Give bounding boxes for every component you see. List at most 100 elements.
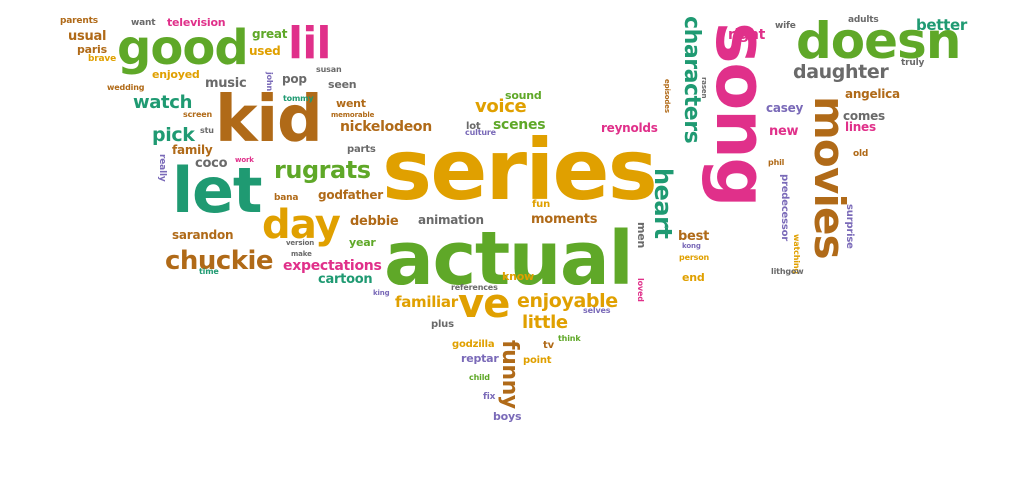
word-end: end	[682, 271, 705, 284]
word-really: really	[157, 154, 167, 182]
word-surprise: surprise	[844, 204, 855, 249]
word-child: child	[469, 373, 490, 382]
word-lines: lines	[845, 120, 876, 134]
word-stu: stu	[200, 126, 214, 135]
word-casey: casey	[766, 101, 804, 115]
word-day: day	[262, 202, 341, 248]
word-sarandon: sarandon	[172, 228, 234, 242]
word-bana: bana	[274, 193, 299, 203]
word-reynolds: reynolds	[601, 121, 658, 135]
word-boys: boys	[493, 410, 522, 423]
word-animation: animation	[418, 213, 484, 227]
word-lithgow: lithgow	[771, 267, 804, 276]
word-coco: coco	[195, 156, 228, 171]
word-parents: parents	[60, 16, 98, 26]
word-voice: voice	[475, 96, 527, 117]
word-actual: actual	[384, 216, 634, 302]
word-family: family	[172, 143, 213, 157]
word-funny: funny	[497, 340, 522, 409]
word-usual: usual	[68, 29, 107, 44]
word-best: best	[678, 229, 710, 244]
word-references: references	[451, 283, 498, 292]
word-loved: loved	[636, 278, 645, 302]
word-watch: watch	[133, 92, 193, 113]
word-fun: fun	[532, 199, 550, 210]
word-familiar: familiar	[395, 293, 458, 311]
word-parts: parts	[347, 144, 376, 155]
word-lil: lil	[288, 18, 331, 69]
word-point: point	[523, 355, 552, 366]
word-godfather: godfather	[318, 188, 383, 202]
word-think: think	[558, 334, 581, 343]
word-used: used	[249, 44, 281, 58]
word-rasen: rasen	[700, 77, 708, 99]
word-predecessor: predecessor	[779, 174, 790, 242]
word-tv: tv	[543, 340, 554, 351]
word-kong: kong	[682, 242, 701, 250]
word-scenes: scenes	[493, 117, 546, 133]
word-plus: plus	[431, 319, 454, 330]
word-let: let	[172, 154, 262, 227]
word-selves: selves	[583, 306, 611, 315]
word-memorable: memorable	[331, 111, 375, 119]
word-great: great	[252, 27, 288, 41]
word-new: new	[769, 124, 799, 139]
word-old: old	[853, 149, 869, 159]
word-pop: pop	[282, 72, 307, 86]
word-chuckie: chuckie	[165, 246, 274, 276]
word-godzilla: godzilla	[452, 339, 495, 350]
word-heart: heart	[649, 168, 677, 239]
word-good: good	[117, 20, 249, 76]
word-cartoon: cartoon	[318, 272, 373, 287]
word-series: series	[382, 121, 658, 219]
word-expectations: expectations	[283, 258, 382, 274]
word-make: make	[291, 250, 312, 258]
word-moments: moments	[531, 212, 598, 227]
word-reptar: reptar	[461, 352, 499, 365]
word-enjoyable: enjoyable	[517, 290, 618, 312]
word-culture: culture	[465, 128, 496, 137]
word-music: music	[205, 76, 247, 91]
word-doesn: doesn	[796, 12, 961, 70]
word-john: john	[265, 72, 274, 91]
word-king: king	[373, 289, 390, 297]
word-rugrats: rugrats	[274, 156, 371, 184]
word-susan: susan	[316, 65, 342, 74]
word-want: want	[131, 18, 156, 28]
word-went: went	[336, 97, 366, 110]
word-paris: paris	[77, 43, 107, 56]
word-men: men	[635, 222, 648, 249]
word-truly: truly	[901, 58, 925, 68]
word-phil: phil	[768, 158, 785, 167]
word-daughter: daughter	[793, 61, 889, 83]
word-know: know	[502, 270, 534, 283]
word-work: work	[235, 156, 254, 164]
word-kid: kid	[215, 83, 323, 157]
word-nickelodeon: nickelodeon	[340, 119, 432, 135]
word-version: version	[286, 239, 315, 247]
word-screen: screen	[183, 110, 213, 119]
word-little: little	[522, 312, 568, 333]
word-wife: wife	[775, 21, 796, 31]
word-angelica: angelica	[845, 87, 900, 101]
word-episodes: episodes	[663, 79, 671, 113]
word-sound: sound	[505, 89, 542, 102]
word-tommy: tommy	[283, 94, 314, 103]
word-time: time	[199, 267, 219, 276]
word-television: television	[167, 16, 226, 29]
word-wedding: wedding	[107, 83, 145, 92]
word-comes: comes	[843, 109, 885, 123]
word-debbie: debbie	[350, 214, 399, 229]
word-seen: seen	[328, 78, 357, 91]
word-characters: characters	[679, 16, 704, 144]
word-ve: ve	[458, 281, 510, 327]
word-adults: adults	[848, 15, 879, 25]
word-brave: brave	[88, 54, 117, 64]
word-person: person	[679, 253, 710, 262]
word-enjoyed: enjoyed	[152, 68, 200, 81]
word-better: better	[916, 16, 968, 34]
word-fix: fix	[483, 392, 496, 402]
word-year: year	[349, 236, 376, 249]
word-right: right	[728, 27, 765, 43]
